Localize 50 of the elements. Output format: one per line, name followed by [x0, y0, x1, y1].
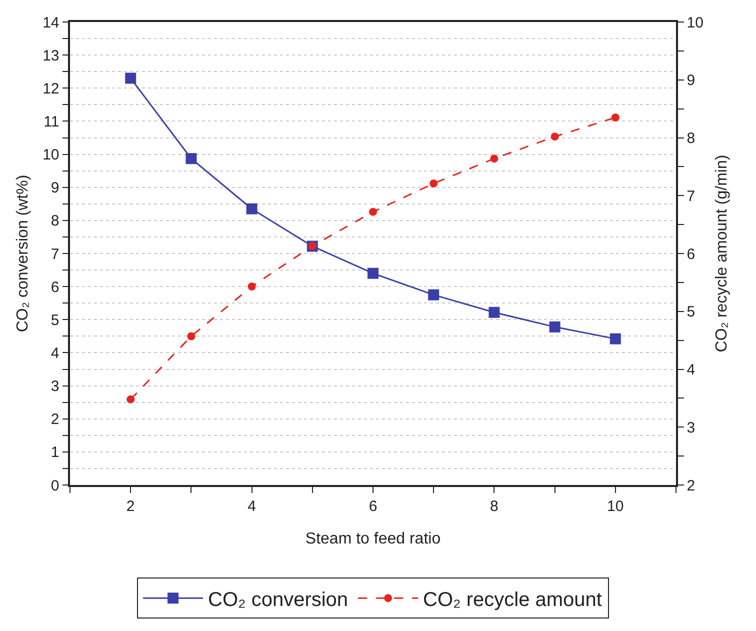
y-tick-label: 3	[50, 378, 60, 396]
point	[490, 154, 498, 163]
y-tick-label: 0	[50, 477, 60, 494]
point	[186, 153, 197, 164]
point	[430, 179, 438, 188]
point	[550, 132, 559, 141]
point	[126, 395, 135, 404]
y2-tick-label: 7	[686, 188, 696, 205]
point	[488, 306, 500, 318]
y-tick-label: 7	[50, 246, 60, 263]
y2-tick-label: 6	[686, 246, 696, 263]
y2-axis-title: CO₂ recycle amount (g/min)	[714, 154, 730, 352]
x-tick-label: 4	[248, 498, 256, 515]
x-tick-label: 6	[368, 498, 378, 515]
point	[611, 113, 620, 122]
y2-tick-label: 2	[686, 477, 696, 494]
point	[246, 203, 258, 214]
y2-tick-label: 10	[686, 14, 704, 32]
y-tick-label: 13	[42, 47, 60, 64]
y-tick-label: 9	[50, 180, 60, 197]
point	[369, 208, 377, 216]
point	[610, 333, 621, 344]
y-tick-label: 14	[42, 14, 60, 32]
y-axis-title: CO₂ conversion (wt%)	[14, 174, 32, 332]
y-tick-label: 12	[42, 80, 60, 98]
y-tick-label: 4	[50, 344, 60, 362]
point	[549, 321, 560, 332]
point	[187, 332, 196, 340]
y2-tick-label: 5	[686, 304, 696, 321]
y-tick-label: 10	[42, 146, 60, 164]
y2-tick-label: 8	[686, 130, 696, 147]
y2-tick-label: 4	[686, 362, 696, 378]
x-tick-label: 2	[126, 498, 135, 515]
y2-tick-label: 9	[686, 72, 696, 90]
x-tick-label: 8	[490, 498, 498, 515]
legend-label: CO₂ conversion	[208, 588, 348, 611]
y-tick-label: 8	[50, 212, 60, 230]
point	[248, 282, 256, 290]
y2-tick-label: 3	[686, 419, 696, 436]
y-tick-label: 2	[50, 411, 60, 428]
x-axis-title: Steam to feed ratio	[305, 530, 441, 548]
point	[368, 268, 378, 279]
y-tick-label: 11	[44, 113, 60, 130]
y-tick-label: 6	[50, 278, 60, 296]
point	[428, 289, 440, 300]
x-tick-label: 10	[607, 498, 624, 515]
y-tick-label: 5	[50, 312, 60, 329]
legend-label: CO₂ recycle amount	[423, 588, 602, 611]
point	[125, 72, 136, 84]
y-tick-label: 1	[50, 444, 60, 462]
